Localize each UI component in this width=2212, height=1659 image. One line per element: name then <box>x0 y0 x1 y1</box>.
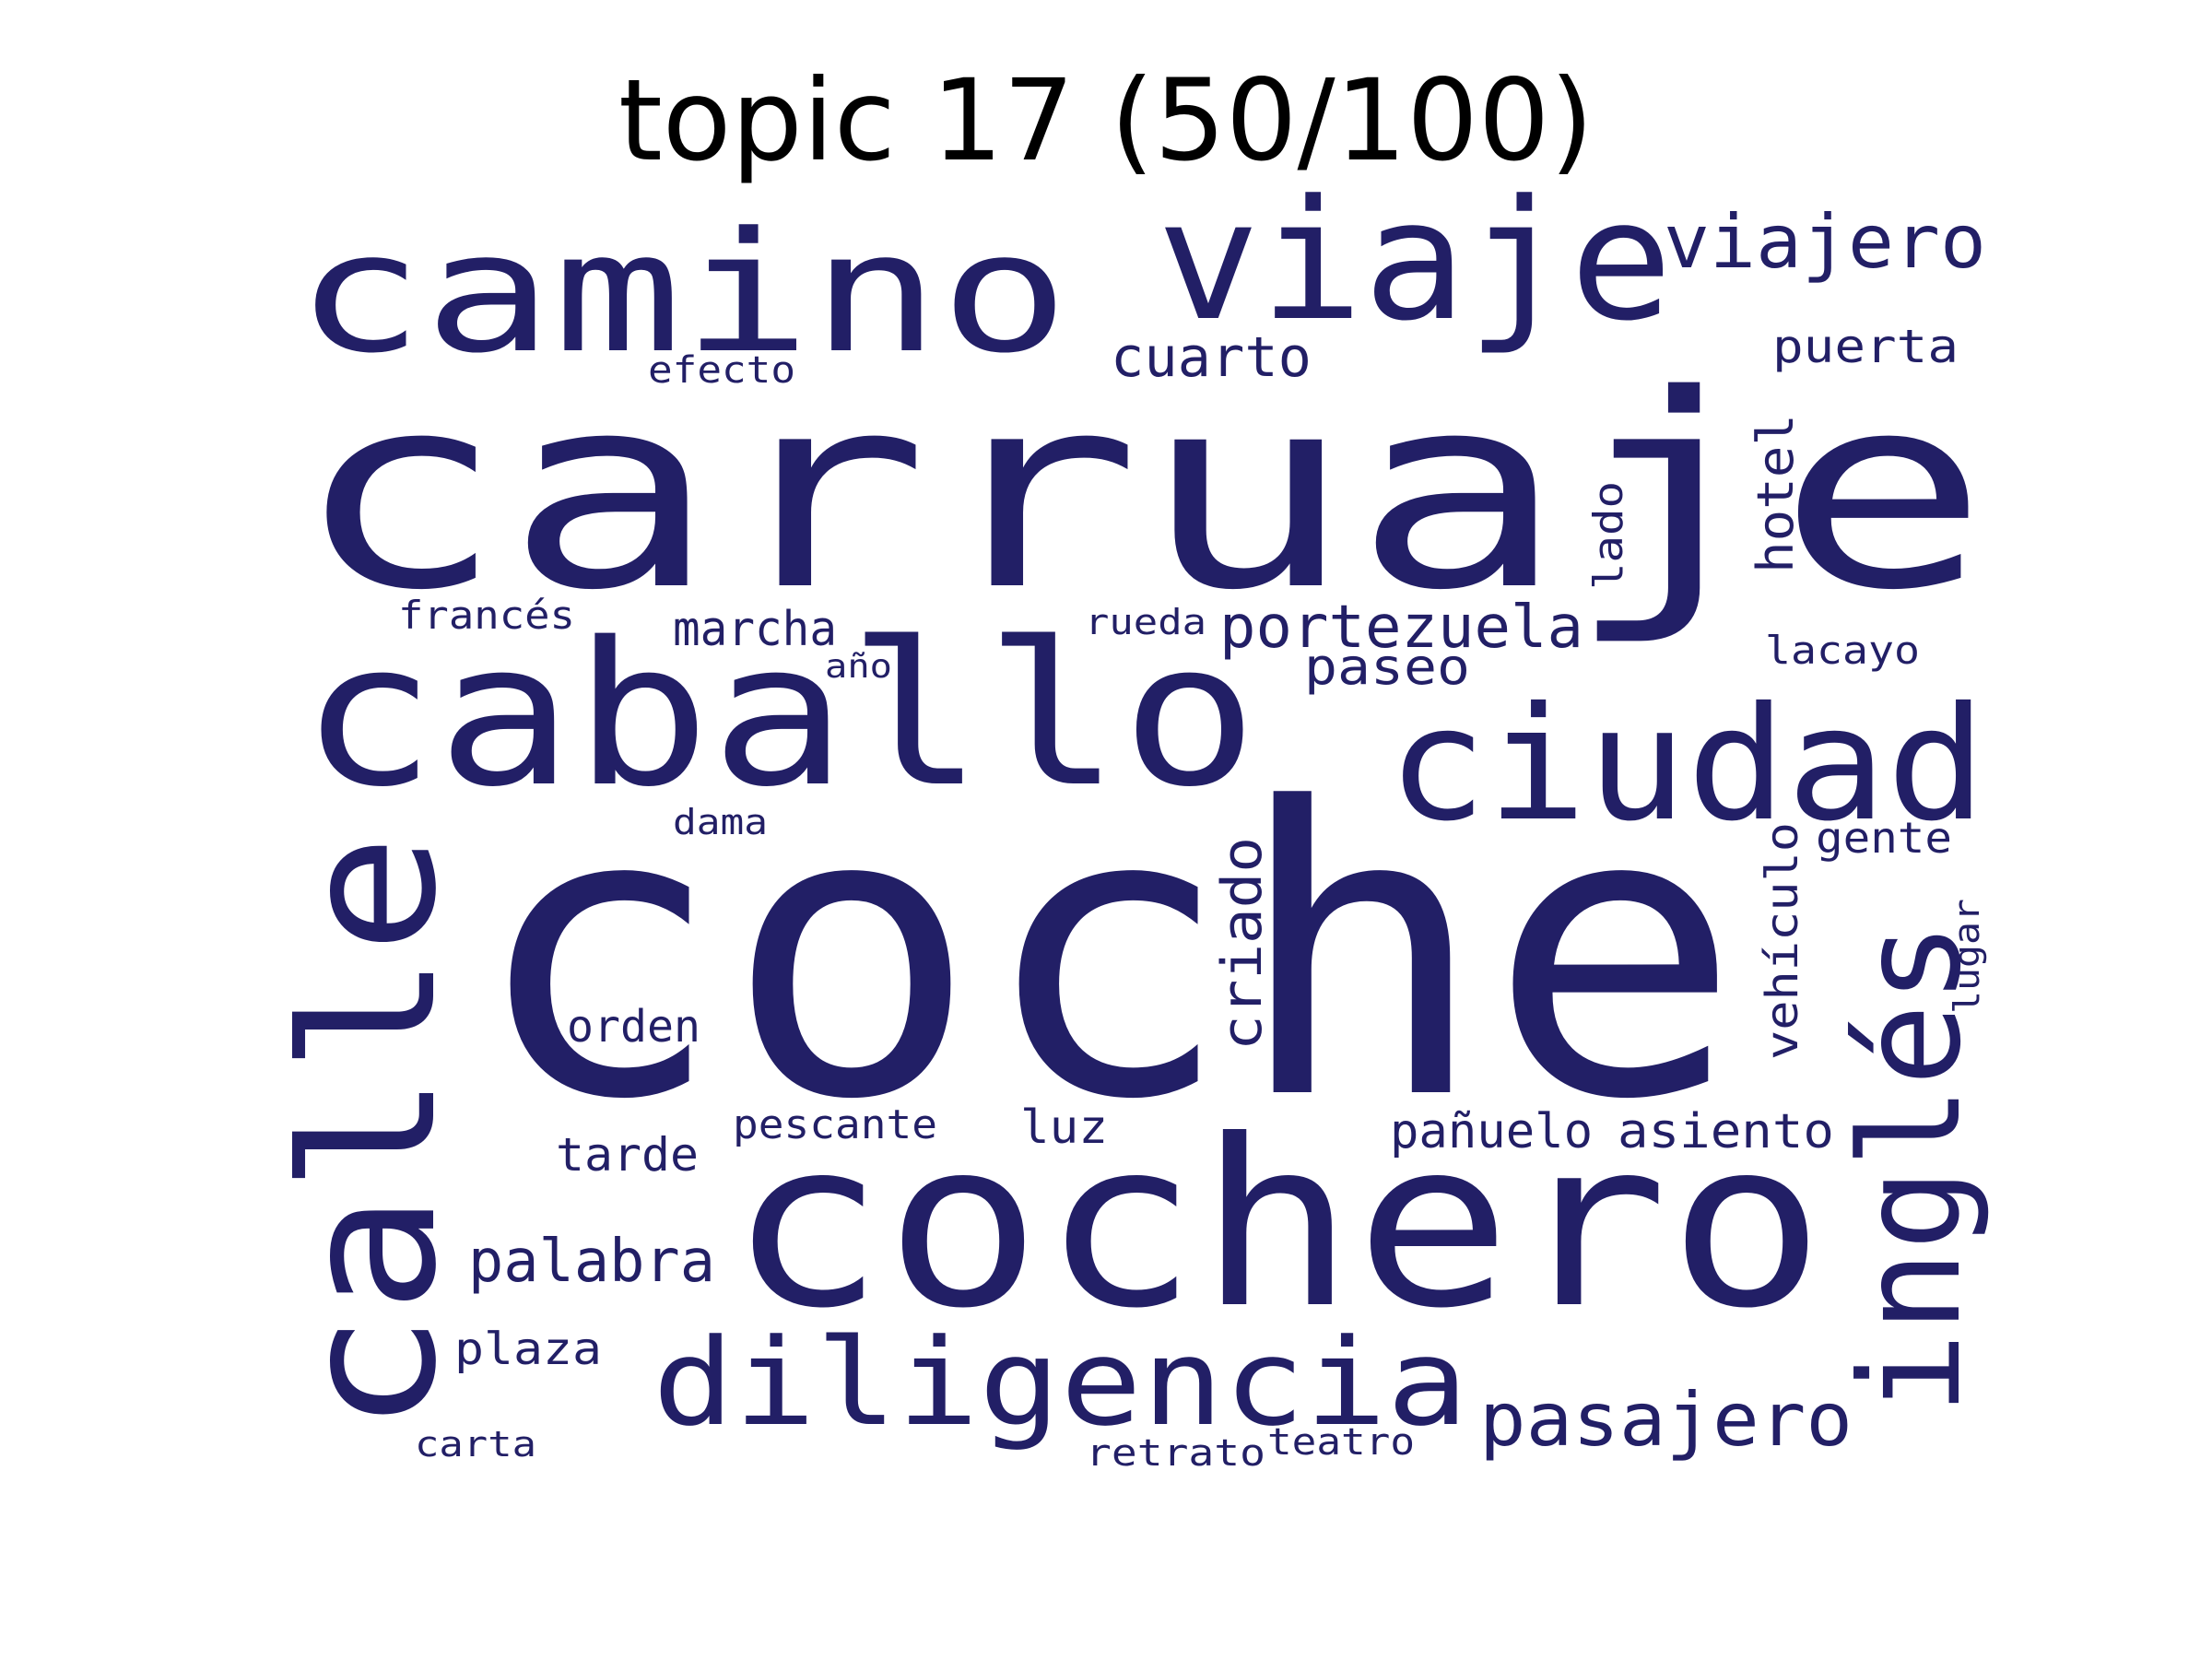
word-pasajero: pasajero <box>1479 1377 1853 1463</box>
word-carta: carta <box>415 1424 536 1465</box>
word-hotel: hotel <box>1747 414 1805 573</box>
word-vehículo: vehículo <box>1757 822 1808 1060</box>
word-puerta: puerta <box>1772 320 1959 373</box>
word-gente: gente <box>1816 813 1952 863</box>
word-francés: francés <box>398 593 575 638</box>
word-marcha: marcha <box>673 602 837 657</box>
word-pescante: pescante <box>733 1101 937 1148</box>
word-caballo: caballo <box>300 599 1258 830</box>
word-inglés: inglés <box>1831 922 1992 1415</box>
word-paseo: paseo <box>1304 638 1470 696</box>
word-ciudad: ciudad <box>1387 674 1986 856</box>
word-coche: coche <box>470 725 1742 1186</box>
page-title: topic 17 (50/100) <box>618 55 1594 186</box>
word-lacayo: lacayo <box>1765 628 1920 673</box>
word-cuarto: cuarto <box>1111 325 1312 390</box>
word-viaje: viaje <box>1157 165 1673 358</box>
word-calle: calle <box>263 834 477 1433</box>
word-carruaje: carruaje <box>293 338 1989 649</box>
word-dama: dama <box>673 802 768 842</box>
word-camino: camino <box>295 197 1069 390</box>
word-criado: criado <box>1210 837 1275 1051</box>
word-teatro: teatro <box>1267 1421 1415 1464</box>
word-plaza: plaza <box>454 1324 602 1375</box>
word-diligencia: diligencia <box>653 1312 1468 1453</box>
word-palabra: palabra <box>468 1228 715 1296</box>
word-tarde: tarde <box>556 1128 699 1182</box>
word-viajero: viajero <box>1664 199 1986 285</box>
word-luz: luz <box>1020 1100 1108 1154</box>
word-portezuela: portezuela <box>1219 594 1583 662</box>
word-lugar: lugar <box>1947 899 1987 1014</box>
word-orden: orden <box>567 1001 700 1053</box>
word-año: año <box>825 648 892 686</box>
word-efecto: efecto <box>648 349 795 392</box>
word-asiento: asiento <box>1618 1104 1834 1159</box>
word-lado: lado <box>1585 481 1632 590</box>
word-retrato: retrato <box>1086 1432 1265 1475</box>
word-cochero: cochero <box>728 1090 1825 1359</box>
word-pañuelo: pañuelo <box>1390 1104 1593 1159</box>
word-rueda: rueda <box>1085 602 1206 642</box>
